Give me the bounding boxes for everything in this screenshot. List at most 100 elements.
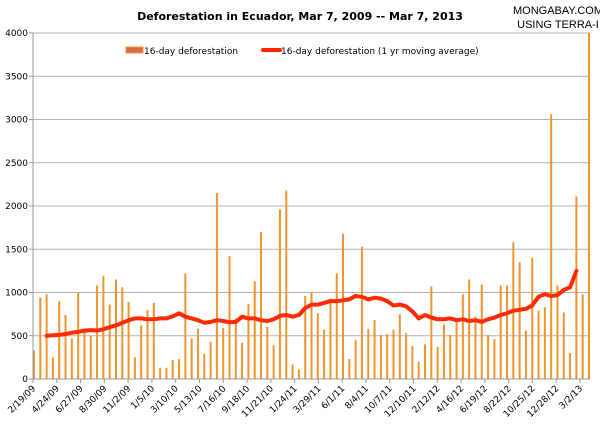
bar	[310, 292, 313, 379]
bar	[184, 273, 187, 379]
x-tick-label: 3/2/13	[558, 384, 586, 412]
y-tick-label: 2500	[5, 159, 28, 169]
bar	[58, 301, 61, 379]
y-tick-label: 2000	[5, 202, 28, 212]
bar	[196, 328, 199, 379]
y-axis-ticks: 0 500 1000 1500 2000 2500 3000 3500 4000	[5, 29, 33, 385]
bar	[203, 353, 206, 379]
bar	[121, 287, 124, 379]
y-tick-label: 0	[22, 375, 28, 385]
bar	[278, 209, 281, 379]
bar	[146, 309, 149, 379]
bar	[360, 246, 363, 379]
bar	[323, 329, 326, 379]
bar	[342, 233, 345, 379]
legend-label-line: 16-day deforestation (1 yr moving averag…	[281, 47, 479, 57]
bar	[424, 344, 427, 379]
bar	[316, 313, 319, 379]
credit-line-2: USING TERRA-I	[517, 19, 599, 31]
legend-swatch-bars	[125, 46, 144, 54]
bar	[297, 369, 300, 379]
bar	[335, 273, 338, 379]
bar	[581, 294, 584, 379]
bar	[562, 312, 565, 379]
bar	[234, 318, 237, 379]
bar	[518, 262, 521, 379]
bar	[480, 284, 483, 379]
chart-title: Deforestation in Ecuador, Mar 7, 2009 --…	[137, 10, 463, 23]
bar	[64, 314, 67, 379]
bar	[430, 286, 433, 379]
bar	[411, 346, 414, 379]
credit-line-1: MONGABAY.COM	[513, 5, 600, 17]
bar	[209, 341, 212, 379]
bar	[329, 298, 332, 379]
bar	[215, 193, 218, 379]
y-tick-label: 3500	[5, 72, 28, 82]
y-tick-label: 4000	[5, 29, 28, 39]
bar	[468, 279, 471, 379]
bar	[474, 316, 477, 379]
bar	[247, 303, 250, 379]
bar	[33, 350, 35, 379]
bar	[51, 357, 54, 379]
bar	[159, 367, 162, 379]
bar	[133, 357, 136, 379]
bar	[272, 345, 275, 379]
gridlines	[33, 32, 590, 337]
bar	[171, 359, 174, 379]
bar	[260, 231, 263, 379]
bar	[89, 335, 92, 379]
bar	[575, 196, 578, 379]
bar	[70, 338, 73, 379]
bar	[487, 334, 490, 379]
bar	[493, 339, 496, 379]
bar-series	[33, 33, 590, 379]
bar	[537, 310, 540, 379]
x-tick-label: 6/1/11	[320, 384, 348, 412]
bar	[449, 334, 452, 379]
bar	[253, 281, 256, 379]
bar	[442, 324, 445, 379]
legend-label-bars: 16-day deforestation	[144, 47, 238, 57]
bar	[140, 325, 143, 379]
y-tick-label: 500	[11, 332, 28, 342]
bar	[108, 304, 111, 379]
bar	[291, 364, 294, 379]
bar	[588, 33, 590, 379]
bar	[77, 292, 80, 379]
bar	[367, 328, 370, 379]
bar	[178, 359, 181, 379]
y-tick-label: 1500	[5, 245, 28, 255]
bar	[386, 334, 389, 379]
bar	[543, 307, 546, 379]
y-tick-label: 3000	[5, 116, 28, 126]
bar	[190, 338, 193, 379]
bar	[152, 302, 155, 379]
moving-average-line	[44, 268, 579, 338]
bar	[373, 320, 376, 379]
bar	[455, 318, 458, 379]
bar	[436, 346, 439, 379]
bar	[304, 295, 307, 379]
bar	[114, 279, 117, 379]
bar	[398, 314, 401, 379]
bar	[524, 330, 527, 379]
bar	[531, 257, 534, 379]
bar	[405, 333, 408, 379]
bar	[550, 114, 553, 379]
bar	[556, 285, 559, 379]
bar	[461, 294, 464, 379]
bar	[348, 359, 351, 379]
bar	[165, 367, 168, 379]
bar	[499, 285, 502, 379]
bar	[83, 332, 86, 379]
bar	[39, 297, 42, 379]
bar	[569, 353, 572, 379]
bar	[379, 334, 382, 379]
bar	[228, 256, 231, 379]
bar	[266, 327, 269, 379]
bar	[285, 190, 288, 379]
bar	[417, 361, 420, 379]
